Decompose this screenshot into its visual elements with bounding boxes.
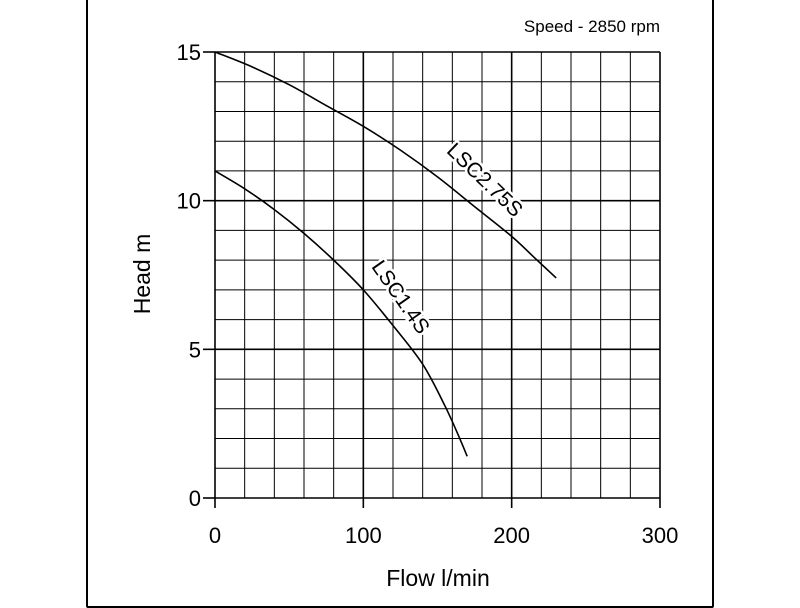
tick-labels: 0 100 200 300 0 5 10 15: [177, 40, 679, 548]
series-label-lsc2-75s: LSC2.75S: [442, 139, 527, 222]
x-tick-label: 200: [493, 523, 530, 548]
x-axis-title: Flow l/min: [386, 565, 490, 591]
curves: [214, 51, 557, 457]
series-line-lsc1-4s: [214, 170, 468, 457]
y-axis-title: Head m: [129, 234, 155, 315]
y-tick-label: 0: [189, 486, 201, 511]
speed-annotation: Speed - 2850 rpm: [524, 17, 660, 36]
grid: [203, 51, 661, 508]
x-tick-label: 100: [345, 523, 382, 548]
y-tick-label: 5: [189, 337, 201, 362]
x-tick-label: 300: [642, 523, 679, 548]
series-label-lsc1-4s: LSC1.4S: [367, 256, 434, 338]
y-tick-label: 10: [177, 189, 201, 214]
y-tick-label: 15: [177, 40, 201, 65]
x-tick-label: 0: [209, 523, 221, 548]
series-line-lsc2-75s: [214, 51, 557, 279]
